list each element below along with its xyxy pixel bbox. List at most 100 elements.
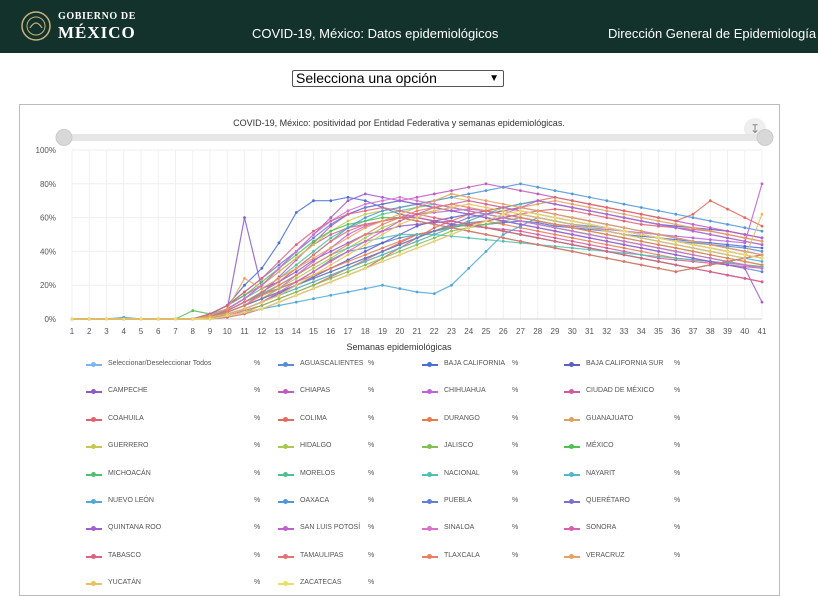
nav-title[interactable]: COVID-19, México: Datos epidemiológicos bbox=[252, 26, 499, 41]
series-point bbox=[657, 209, 660, 213]
series-point bbox=[708, 253, 712, 257]
series-point bbox=[415, 243, 419, 247]
legend-label: NAYARIT bbox=[586, 469, 616, 477]
series-point bbox=[312, 287, 315, 290]
range-slider[interactable] bbox=[60, 134, 768, 141]
series-point bbox=[570, 250, 574, 253]
series-point bbox=[329, 280, 333, 284]
series-point bbox=[588, 229, 591, 233]
legend-marker bbox=[91, 444, 96, 450]
series-point bbox=[277, 300, 281, 304]
series-point bbox=[639, 253, 643, 257]
series-point bbox=[329, 260, 333, 263]
y-tick-label: 80% bbox=[40, 180, 56, 189]
series-point bbox=[484, 202, 488, 206]
series-point bbox=[329, 277, 333, 280]
x-tick-label: 12 bbox=[257, 327, 266, 336]
legend-label: QUINTANA ROO bbox=[108, 524, 162, 532]
series-point bbox=[329, 233, 333, 236]
legend-percent: % bbox=[254, 442, 261, 450]
series-point bbox=[588, 246, 591, 250]
series-point bbox=[605, 209, 609, 213]
series-point bbox=[294, 283, 298, 287]
range-slider-handle-left[interactable] bbox=[55, 129, 73, 146]
series-point bbox=[277, 297, 281, 301]
series-point bbox=[346, 219, 350, 223]
series-point bbox=[501, 239, 505, 243]
option-select[interactable]: Selecciona una opción ▼ bbox=[292, 70, 504, 87]
range-slider-handle-right[interactable] bbox=[756, 129, 774, 146]
series-point bbox=[760, 253, 764, 257]
series-point bbox=[467, 206, 471, 209]
series-point bbox=[363, 199, 367, 203]
x-tick-label: 1 bbox=[70, 327, 75, 336]
x-tick-label: 14 bbox=[292, 327, 301, 336]
legend-marker bbox=[427, 444, 432, 450]
y-tick-label: 20% bbox=[40, 281, 56, 290]
legend-label: JALISCO bbox=[444, 442, 474, 450]
legend-label: QUERÉTARO bbox=[586, 497, 630, 504]
legend-label: SONORA bbox=[586, 524, 617, 532]
series-point bbox=[588, 195, 591, 199]
series-point bbox=[639, 243, 643, 247]
legend-marker bbox=[91, 416, 96, 422]
legend-label: CHIAPAS bbox=[300, 387, 331, 395]
series-point bbox=[467, 185, 471, 189]
x-tick-label: 37 bbox=[689, 327, 698, 336]
series-point bbox=[260, 297, 264, 301]
legend-marker bbox=[91, 389, 96, 395]
series-point bbox=[484, 238, 488, 242]
legend-marker bbox=[283, 471, 288, 477]
series-point bbox=[639, 219, 643, 223]
series-point bbox=[243, 307, 246, 311]
x-tick-label: 31 bbox=[585, 327, 594, 336]
series-point bbox=[708, 270, 712, 274]
legend-marker bbox=[283, 581, 288, 587]
legend-label: OAXACA bbox=[300, 497, 330, 504]
nav-right-link[interactable]: Dirección General de Epidemiología bbox=[608, 26, 817, 41]
series-point bbox=[674, 212, 678, 216]
legend-marker bbox=[569, 553, 574, 559]
series-point bbox=[501, 223, 505, 226]
series-point bbox=[381, 253, 384, 257]
x-tick-label: 9 bbox=[208, 327, 213, 336]
brand-logo[interactable]: GOBIERNO DE MÉXICO bbox=[58, 12, 136, 42]
series-point bbox=[691, 266, 695, 270]
series-point bbox=[484, 189, 488, 193]
series-point bbox=[312, 277, 315, 280]
series-point bbox=[657, 250, 660, 253]
series-point bbox=[329, 253, 333, 257]
legend-marker bbox=[91, 526, 96, 532]
series-point bbox=[588, 212, 591, 216]
series-point bbox=[605, 236, 609, 240]
series-point bbox=[639, 236, 643, 240]
series-point bbox=[570, 202, 574, 206]
series-point bbox=[605, 256, 609, 260]
series-point bbox=[553, 212, 557, 216]
series-point bbox=[536, 219, 540, 223]
series-point bbox=[294, 293, 298, 297]
series-point bbox=[312, 266, 315, 270]
series-point bbox=[243, 297, 246, 301]
series-point bbox=[467, 202, 471, 206]
series-point bbox=[363, 202, 367, 206]
series-point bbox=[312, 256, 315, 260]
x-tick-label: 17 bbox=[344, 327, 353, 336]
series-point bbox=[415, 246, 419, 250]
series-point bbox=[657, 239, 660, 243]
series-point bbox=[312, 233, 315, 236]
series-point bbox=[622, 243, 626, 247]
series-point bbox=[225, 304, 229, 307]
series-point bbox=[450, 192, 453, 196]
series-point bbox=[708, 260, 712, 263]
series-point bbox=[346, 236, 350, 240]
series-point bbox=[329, 223, 333, 226]
series-point bbox=[87, 317, 91, 321]
series-point bbox=[225, 307, 229, 311]
series-point bbox=[294, 266, 298, 270]
legend-marker bbox=[283, 362, 288, 367]
series-point bbox=[726, 260, 729, 263]
x-tick-label: 20 bbox=[395, 327, 404, 336]
series-point bbox=[501, 219, 505, 223]
